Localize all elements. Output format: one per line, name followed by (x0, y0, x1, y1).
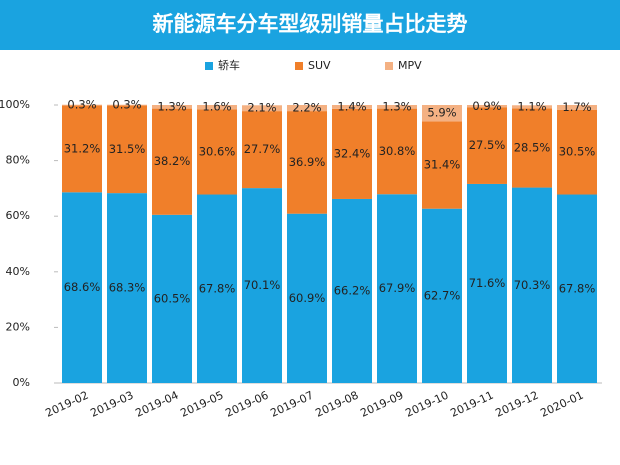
data-label: 30.8% (379, 144, 416, 158)
bar-segment (107, 104, 147, 106)
legend-label: SUV (308, 59, 331, 72)
bar-segment (197, 109, 237, 195)
bar-segment (62, 192, 102, 383)
data-label: 0.3% (67, 98, 96, 112)
bar-segment (197, 105, 237, 110)
bar-segment (332, 105, 372, 109)
data-label: 1.6% (202, 100, 231, 114)
bar-segment (287, 213, 327, 383)
y-tick-label: 100% (0, 98, 30, 111)
x-tick-label: 2019-07 (268, 389, 315, 420)
x-tick-label: 2019-05 (178, 389, 225, 420)
x-tick-label: 2020-01 (538, 389, 585, 420)
x-tick-label: 2019-09 (358, 389, 405, 420)
data-label: 67.8% (559, 281, 596, 295)
bar-segment (422, 121, 462, 209)
x-tick-label: 2019-06 (223, 389, 270, 420)
data-label: 70.1% (244, 278, 281, 292)
data-label: 1.3% (382, 99, 411, 113)
x-tick-label: 2019-11 (448, 389, 495, 420)
data-label: 0.3% (112, 98, 141, 112)
x-tick-label: 2019-04 (133, 389, 180, 420)
data-label: 67.9% (379, 281, 416, 295)
bar-segment (557, 194, 597, 383)
data-label: 27.5% (469, 138, 506, 152)
bar-segment (557, 105, 597, 110)
data-label: 62.7% (424, 288, 461, 302)
y-tick-label: 20% (6, 320, 30, 333)
data-label: 30.5% (559, 145, 596, 159)
bar-segment (377, 105, 417, 109)
bar-segment (377, 108, 417, 195)
data-label: 0.9% (472, 99, 501, 113)
data-label: 71.6% (469, 276, 506, 290)
bar-segment (152, 214, 192, 383)
data-label: 30.6% (199, 144, 236, 158)
x-tick-label: 2019-02 (43, 389, 90, 420)
data-label: 36.9% (289, 155, 326, 169)
y-tick-label: 40% (6, 265, 30, 278)
data-label: 31.4% (424, 158, 461, 172)
bar-segment (422, 208, 462, 383)
y-tick-label: 80% (6, 154, 30, 167)
bar-segment (557, 109, 597, 195)
bar-segment (332, 108, 372, 199)
data-label: 1.3% (157, 99, 186, 113)
data-label: 70.3% (514, 278, 551, 292)
bar-segment (242, 105, 282, 112)
data-label: 68.6% (64, 280, 101, 294)
bar-segment (107, 193, 147, 383)
bar-segment (422, 105, 462, 122)
data-label: 2.1% (247, 101, 276, 115)
bar-segment (467, 183, 507, 383)
y-tick-label: 0% (13, 376, 30, 389)
data-label: 68.3% (109, 281, 146, 295)
legend-label: 轿车 (218, 58, 240, 72)
data-label: 31.5% (109, 142, 146, 156)
x-tick-label: 2019-08 (313, 389, 360, 420)
chart-title: 新能源车分车型级别销量占比走势 (153, 12, 468, 36)
bar-segment (62, 104, 102, 106)
data-label: 27.7% (244, 142, 281, 156)
data-label: 67.8% (199, 281, 236, 295)
data-label: 1.7% (562, 100, 591, 114)
bar-segment (287, 111, 327, 214)
bar-segment (152, 108, 192, 215)
data-label: 31.2% (64, 141, 101, 155)
bar-segment (287, 105, 327, 112)
x-tick-label: 2019-10 (403, 389, 450, 420)
bar-segment (467, 107, 507, 184)
data-label: 28.5% (514, 140, 551, 154)
legend-label: MPV (398, 59, 422, 72)
bar-segment (242, 188, 282, 383)
bar-segment (242, 111, 282, 189)
legend-marker (205, 62, 213, 70)
legend-marker (295, 62, 303, 70)
legend-marker (385, 62, 393, 70)
data-label: 1.4% (337, 99, 366, 113)
bar-segment (62, 105, 102, 193)
data-label: 60.9% (289, 291, 326, 305)
x-tick-label: 2019-03 (88, 389, 135, 420)
bar-segment (467, 105, 507, 108)
bar-segment (152, 105, 192, 109)
x-tick-label: 2019-12 (493, 389, 540, 420)
bar-segment (332, 198, 372, 383)
bar-segment (197, 194, 237, 383)
title-banner (0, 0, 620, 50)
bar-segment (377, 194, 417, 383)
data-label: 38.2% (154, 154, 191, 168)
bar-segment (512, 105, 552, 109)
data-label: 2.2% (292, 101, 321, 115)
data-label: 66.2% (334, 283, 371, 297)
data-label: 1.1% (517, 99, 546, 113)
y-tick-label: 60% (6, 209, 30, 222)
bar-segment (512, 187, 552, 383)
bar-segment (107, 105, 147, 194)
bar-segment (512, 108, 552, 188)
data-label: 5.9% (427, 106, 456, 120)
data-label: 32.4% (334, 146, 371, 160)
data-label: 60.5% (154, 291, 191, 305)
